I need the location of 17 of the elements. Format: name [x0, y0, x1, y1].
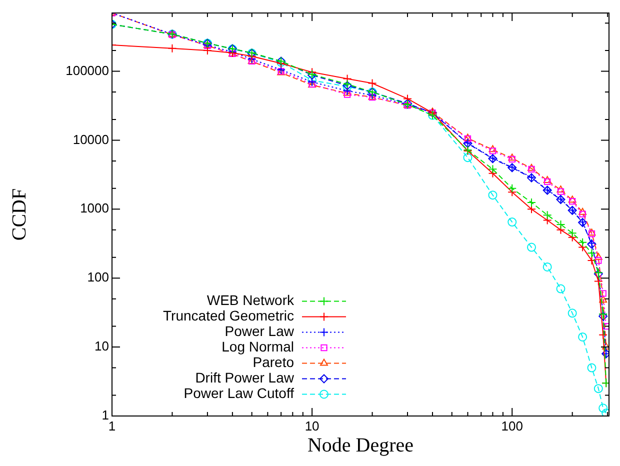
y-tick-label: 100000 — [66, 62, 109, 78]
x-tick-label: 100 — [501, 418, 523, 434]
legend-label: Truncated Geometric — [163, 308, 294, 324]
x-tick-label: 10 — [304, 418, 320, 434]
legend-label: Log Normal — [222, 338, 294, 355]
y-axis-title: CCDF — [8, 188, 30, 241]
y-tick-label: 10 — [94, 338, 109, 354]
x-axis-title: Node Degree — [307, 434, 414, 456]
legend-label: WEB Network — [206, 292, 295, 308]
y-tick-label: 100 — [87, 270, 109, 285]
legend-label: Power Law Cutoff — [184, 385, 294, 402]
y-tick-label: 10000 — [72, 132, 109, 147]
legend-label: Pareto — [252, 354, 294, 370]
y-tick-label: 1 — [102, 408, 109, 423]
legend-label: Power Law — [224, 323, 295, 340]
legend-label: Drift Power Law — [195, 370, 295, 386]
y-tick-label: 1000 — [80, 200, 109, 216]
